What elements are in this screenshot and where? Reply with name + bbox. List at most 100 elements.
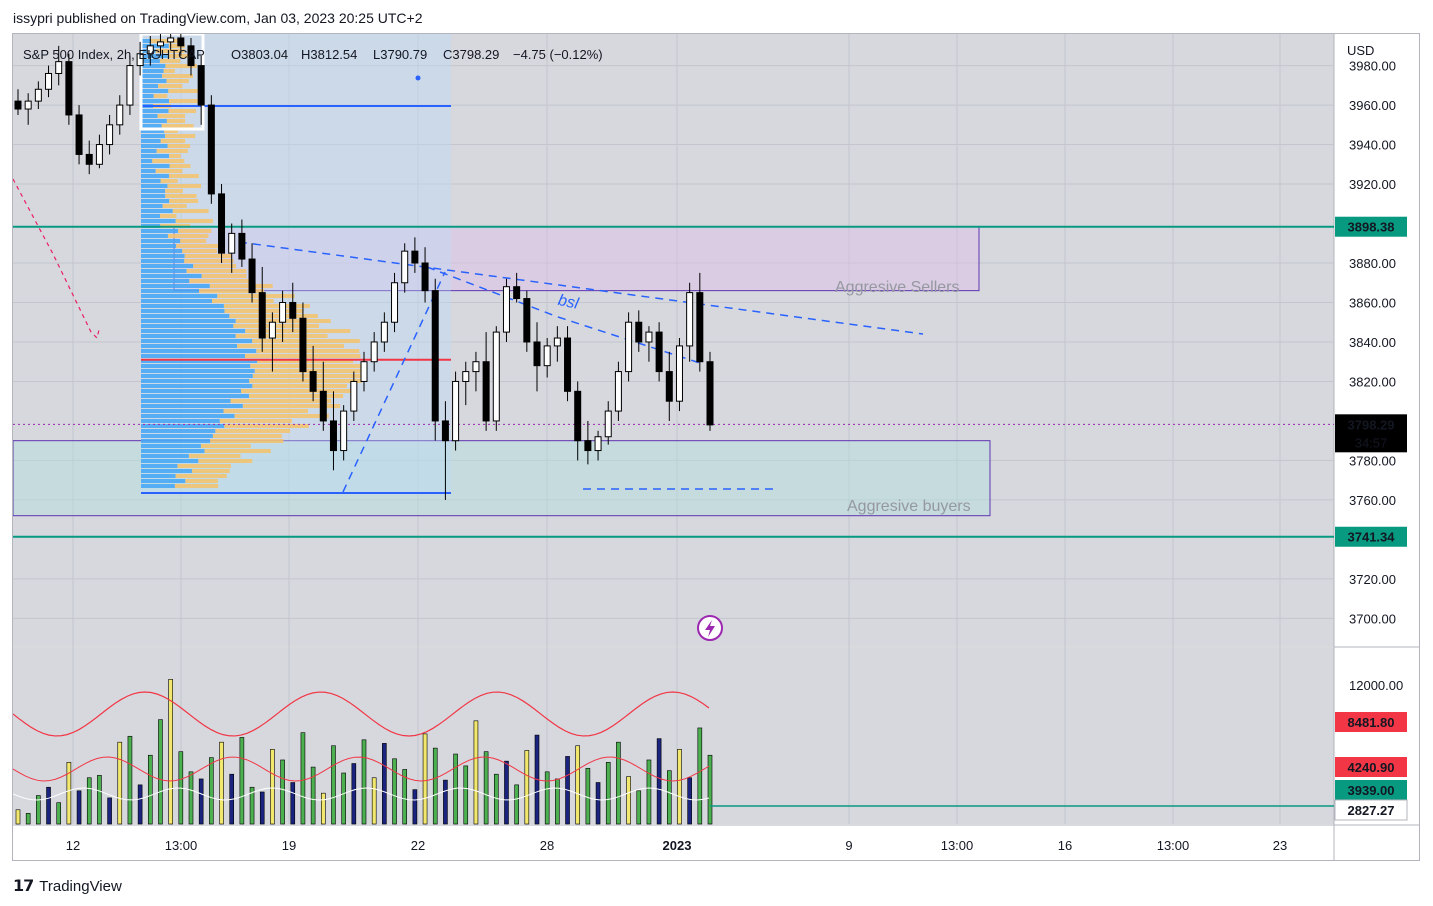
volume-lower-band	[13, 787, 710, 801]
candle-body	[604, 410, 612, 438]
price-tick-label: 3920.00	[1349, 177, 1396, 192]
chart-frame[interactable]: 3980.00 3960.00 3940.00 3920.00 3880.00 3860.…	[12, 33, 1420, 861]
footer-brand[interactable]: 𝟭𝟳 TradingView	[13, 876, 122, 896]
volume-badge-label: 2827.27	[1348, 803, 1395, 818]
vp-buy-bar	[141, 54, 168, 58]
volume-bar	[25, 813, 31, 825]
vp-sell-bar	[165, 194, 197, 198]
volume-bar	[463, 765, 469, 825]
candle-body	[502, 286, 510, 333]
vp-sell-bar	[178, 229, 212, 233]
candle-body	[218, 193, 226, 254]
vp-sell-bar	[184, 254, 232, 258]
volume-bar	[585, 767, 591, 825]
vp-buy-bar	[141, 74, 163, 78]
volume-bar	[443, 779, 448, 825]
vp-sell-bar	[167, 184, 202, 188]
candle-body	[319, 390, 327, 422]
vp-buy-bar	[141, 474, 176, 478]
candle-body	[258, 292, 266, 339]
vp-buy-bar	[141, 354, 245, 358]
vp-buy-bar	[141, 94, 154, 98]
vp-buy-bar	[141, 44, 169, 48]
vp-sell-bar	[152, 159, 185, 163]
candle-body	[360, 361, 368, 382]
vp-sell-bar	[233, 324, 320, 328]
volume-bar	[290, 782, 296, 825]
candle-body	[411, 250, 419, 264]
candle-body	[299, 317, 307, 373]
vp-sell-bar	[159, 59, 181, 63]
legend-open: O3803.04	[231, 47, 288, 62]
volume-bar	[137, 784, 143, 825]
lightning-icon[interactable]	[697, 615, 723, 641]
time-tick-label: 23	[1273, 838, 1287, 853]
vp-buy-bar	[141, 264, 194, 268]
candle-body	[472, 361, 480, 373]
vp-sell-bar	[234, 414, 329, 418]
volume-bar	[514, 784, 519, 825]
volume-badge	[1334, 799, 1408, 821]
vp-buy-bar	[141, 209, 173, 213]
vp-sell-bar	[250, 364, 367, 368]
volume-bar	[270, 748, 275, 825]
legend-high: H3812.54	[301, 47, 357, 62]
vp-sell-bar	[241, 389, 352, 393]
price-tick-label: 3880.00	[1349, 256, 1396, 271]
vp-buy-bar	[141, 204, 163, 208]
vp-sell-bar	[191, 469, 230, 473]
vp-sell-bar	[168, 174, 199, 178]
candle-body	[238, 232, 246, 260]
vp-sell-bar	[230, 399, 332, 403]
price-axis-layer: 3980.00 3960.00 3940.00 3920.00 3880.00 3860.…	[1334, 59, 1408, 821]
candle-body	[635, 321, 643, 343]
candle-body	[584, 440, 592, 452]
vp-buy-bar	[141, 344, 238, 348]
vp-sell-bar	[175, 474, 227, 478]
vp-buy-bar	[141, 239, 181, 243]
candle-body	[289, 301, 297, 319]
vp-sell-bar	[166, 119, 186, 123]
vp-buy-bar	[141, 479, 186, 483]
volume-bar	[36, 795, 41, 825]
candle-body	[136, 53, 144, 67]
vp-sell-bar	[184, 259, 234, 263]
vp-sell-bar	[162, 204, 187, 208]
vp-buy-bar	[141, 244, 177, 248]
vp-sell-bar	[168, 109, 197, 113]
price-tick-label: 3860.00	[1349, 295, 1396, 310]
volume-bar	[666, 770, 672, 825]
candle-body	[482, 361, 490, 422]
volume-bar	[646, 759, 652, 825]
volume-bar	[127, 735, 133, 825]
candle-body	[268, 321, 276, 339]
vp-sell-bar	[159, 214, 177, 218]
price-chart[interactable]: 3980.00 3960.00 3940.00 3920.00 3880.00 3860.…	[13, 34, 1419, 860]
vp-sell-bar	[186, 269, 247, 273]
vp-buy-bar	[141, 64, 166, 68]
vp-sell-bar	[212, 299, 274, 303]
candle-body	[156, 41, 164, 47]
sellers-zone	[173, 226, 980, 292]
drawings-layer	[13, 75, 1334, 538]
vp-buy-bar	[141, 199, 170, 203]
pink-arrow-line	[13, 178, 100, 340]
time-tick-label: 9	[845, 838, 852, 853]
volume-bar	[687, 777, 692, 825]
candle-body	[340, 410, 348, 452]
vp-sell-bar	[185, 479, 218, 483]
time-tick-label: 16	[1058, 838, 1072, 853]
vp-sell-bar	[217, 294, 295, 298]
legend-close: C3798.29	[443, 47, 499, 62]
vp-buy-bar	[141, 284, 210, 288]
candle-body	[686, 292, 694, 347]
candle-body	[329, 420, 337, 452]
vp-buy-bar	[141, 449, 205, 453]
grid-layer	[13, 34, 1419, 860]
price-badge-countdown: 34:57	[1355, 435, 1388, 450]
vp-sell-bar	[204, 449, 271, 453]
candle-body	[75, 114, 83, 155]
dashed-trendline	[426, 266, 559, 318]
vp-buy-bar	[141, 434, 213, 438]
vp-sell-bar	[242, 404, 341, 408]
